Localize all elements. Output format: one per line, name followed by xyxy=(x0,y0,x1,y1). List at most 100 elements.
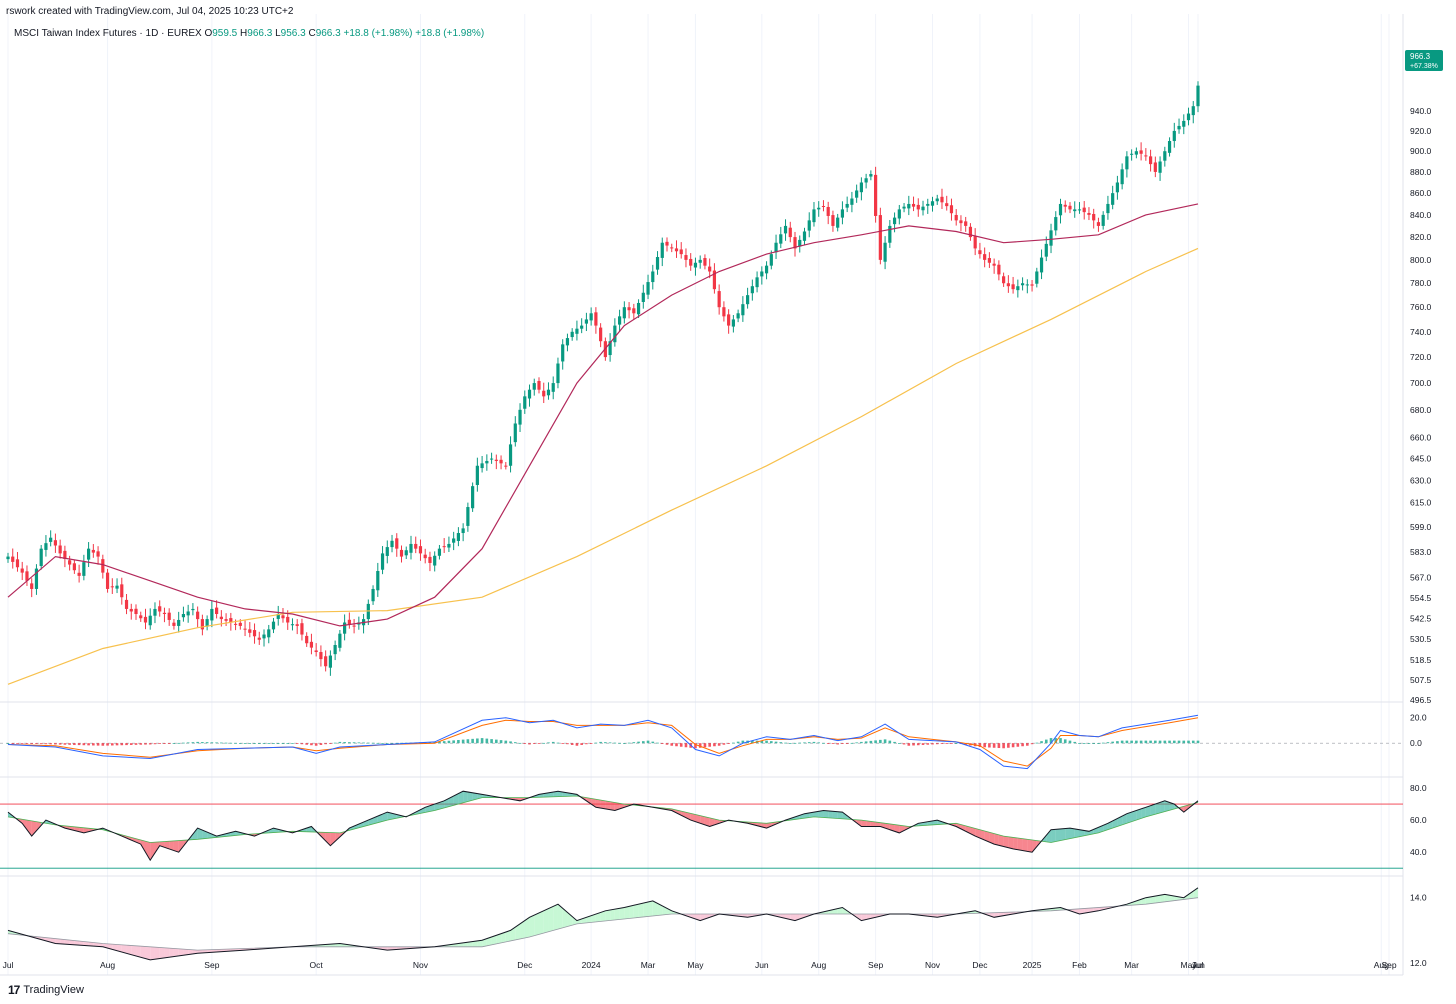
macd-histogram-bar xyxy=(912,743,915,746)
rs-fill-segment xyxy=(866,914,871,920)
macd-histogram-bar xyxy=(1059,738,1062,744)
rsi-pane[interactable] xyxy=(0,790,1403,869)
macd-histogram-bar xyxy=(798,742,802,744)
macd-histogram-bar xyxy=(96,743,100,746)
candle-body xyxy=(869,174,873,177)
candle-body xyxy=(518,409,522,425)
rsi-fill-segment xyxy=(752,822,758,826)
rs-fill-segment xyxy=(538,910,544,935)
macd-histogram-bar xyxy=(575,743,579,746)
candle-body xyxy=(859,182,863,193)
candle-body xyxy=(508,444,513,466)
macd-histogram-bar xyxy=(234,742,237,744)
candle-body xyxy=(205,619,209,627)
macd-histogram-bar xyxy=(926,743,930,745)
candle-body xyxy=(262,634,266,639)
candle-body xyxy=(91,549,95,553)
macd-histogram-bar xyxy=(490,739,493,744)
price-pane[interactable] xyxy=(6,81,1200,685)
rs-fill-segment xyxy=(150,946,155,960)
price-tick-label: 660.0 xyxy=(1410,432,1432,442)
chart-grid xyxy=(7,14,1390,975)
rs-fill-segment xyxy=(875,914,881,918)
rs-fill-segment xyxy=(74,940,80,946)
candle-body xyxy=(347,619,351,625)
macd-histogram-bar xyxy=(679,743,683,747)
rs-fill-segment xyxy=(837,907,843,915)
macd-histogram-bar xyxy=(134,743,138,745)
rs-fill-segment xyxy=(178,948,184,956)
candle-body xyxy=(25,571,29,581)
candle-body xyxy=(124,599,129,609)
tradingview-logo[interactable]: 17 TradingView xyxy=(8,983,84,997)
rs-fill-segment xyxy=(520,920,525,939)
rsi-fill-segment xyxy=(557,791,563,797)
macd-histogram-bar xyxy=(1135,740,1138,744)
candle-body xyxy=(717,291,721,308)
macd-histogram-bar xyxy=(272,743,275,744)
macd-histogram-bar xyxy=(220,742,223,744)
candle-body xyxy=(333,644,337,655)
candle-body xyxy=(1191,106,1195,116)
candle-body xyxy=(1139,150,1143,154)
candle-body xyxy=(769,254,773,266)
candle-body xyxy=(30,583,34,589)
candle-body xyxy=(442,546,446,548)
candle-body xyxy=(1030,284,1034,286)
rsi-fill-segment xyxy=(1145,805,1151,817)
rsi-fill-segment xyxy=(690,813,696,822)
macd-histogram-bar xyxy=(736,741,740,744)
rsi-fill-segment xyxy=(676,809,682,816)
candle-body xyxy=(233,623,238,625)
macd-histogram-bar xyxy=(698,743,702,748)
macd-histogram-bar xyxy=(1191,740,1195,744)
rsi-fill-segment xyxy=(1055,828,1061,842)
tradingview-logo-text: TradingView xyxy=(23,984,84,996)
time-axis[interactable]: Jul Aug Sep Oct Nov Dec 2024 Mar May Jun Aug Sep Nov… xyxy=(3,960,1397,970)
relative-strength-pane[interactable] xyxy=(7,887,1199,961)
macd-histogram-bar xyxy=(613,742,617,744)
rsi-fill-segment xyxy=(595,799,601,809)
macd-histogram-bar xyxy=(499,740,503,744)
rs-fill-segment xyxy=(183,949,189,956)
rs-fill-segment xyxy=(667,908,672,915)
rsi-fill-segment xyxy=(832,811,838,819)
candle-body xyxy=(689,258,693,266)
symbol-legend[interactable]: MSCI Taiwan Index Futures · 1D · EUREX O… xyxy=(14,28,484,39)
rsi-fill-segment xyxy=(610,801,615,811)
candle-body xyxy=(86,548,91,560)
rs-fill-segment xyxy=(572,916,577,926)
macd-histogram-bar xyxy=(1111,741,1114,744)
macd-histogram-bar xyxy=(954,743,958,744)
candle-body xyxy=(191,608,195,611)
candle-body xyxy=(935,198,939,202)
rs-fill-segment xyxy=(553,904,558,931)
rsi-fill-segment xyxy=(268,828,274,833)
rs-fill-segment xyxy=(861,914,867,921)
macd-histogram-bar xyxy=(438,741,441,744)
tradingview-logo-icon: 17 xyxy=(8,983,20,997)
macd-histogram-bar xyxy=(1106,742,1110,744)
rs-fill-segment xyxy=(548,906,554,932)
candle-body xyxy=(750,286,754,294)
rs-fill-segment xyxy=(510,927,516,941)
rsi-fill-segment xyxy=(600,800,606,809)
candle-body xyxy=(983,254,987,260)
candle-body xyxy=(404,550,408,556)
rsi-fill-segment xyxy=(856,819,862,827)
price-axis[interactable]: 1,000.0940.0920.0900.0880.0860.0840.0820… xyxy=(1410,49,1439,968)
rs-fill-segment xyxy=(1160,894,1165,903)
rs-fill-segment xyxy=(482,938,487,947)
macd-pane[interactable] xyxy=(0,714,1403,770)
macd-histogram-bar xyxy=(983,743,986,748)
macd-histogram-bar xyxy=(205,742,209,744)
macd-histogram-bar xyxy=(921,743,925,745)
symbol-name[interactable]: MSCI Taiwan Index Futures · 1D · EUREX xyxy=(14,28,202,39)
candle-body xyxy=(907,203,911,209)
candle-body xyxy=(831,215,835,226)
time-tick-label: Sep xyxy=(1381,960,1396,970)
candle-body xyxy=(698,259,702,263)
macd-histogram-bar xyxy=(125,743,128,746)
candle-body xyxy=(352,625,356,627)
